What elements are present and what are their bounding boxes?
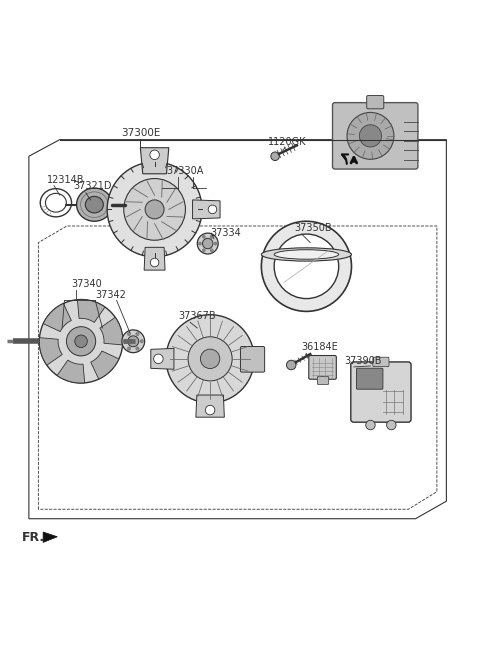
Polygon shape (57, 360, 84, 383)
FancyBboxPatch shape (367, 96, 384, 109)
Circle shape (210, 249, 213, 252)
Polygon shape (39, 338, 62, 365)
Circle shape (201, 349, 220, 369)
Circle shape (202, 236, 205, 238)
Circle shape (136, 333, 139, 336)
Text: 37321D: 37321D (73, 181, 111, 192)
Polygon shape (151, 348, 174, 369)
Circle shape (271, 152, 279, 161)
Circle shape (188, 337, 232, 381)
FancyBboxPatch shape (333, 102, 418, 169)
Circle shape (136, 347, 139, 350)
Polygon shape (144, 247, 165, 270)
Text: 37390B: 37390B (344, 356, 382, 366)
Circle shape (150, 258, 159, 267)
Text: 37300E: 37300E (120, 128, 160, 138)
Text: 36184E: 36184E (301, 342, 338, 352)
Circle shape (122, 330, 144, 353)
Ellipse shape (76, 188, 112, 221)
Circle shape (366, 420, 375, 430)
Circle shape (208, 205, 217, 214)
Polygon shape (91, 351, 119, 379)
Polygon shape (77, 300, 105, 323)
Circle shape (347, 112, 394, 159)
Circle shape (214, 242, 217, 245)
Ellipse shape (85, 196, 103, 213)
Text: 37367B: 37367B (179, 312, 216, 321)
Text: 37342: 37342 (96, 289, 126, 300)
Circle shape (203, 238, 213, 249)
Circle shape (197, 233, 218, 254)
FancyBboxPatch shape (309, 356, 336, 379)
Polygon shape (43, 532, 57, 543)
Circle shape (107, 162, 202, 257)
FancyBboxPatch shape (373, 357, 389, 367)
FancyBboxPatch shape (351, 362, 411, 422)
Circle shape (198, 242, 202, 245)
Circle shape (127, 347, 131, 350)
Polygon shape (43, 304, 72, 331)
Circle shape (128, 336, 139, 347)
Circle shape (166, 315, 254, 403)
FancyBboxPatch shape (240, 346, 264, 372)
Circle shape (210, 236, 213, 238)
Polygon shape (140, 148, 169, 174)
Circle shape (145, 200, 164, 219)
Circle shape (150, 150, 159, 159)
Text: 12314B: 12314B (47, 174, 84, 185)
Text: 1120GK: 1120GK (268, 136, 307, 147)
Circle shape (154, 354, 163, 363)
Circle shape (202, 249, 205, 252)
FancyBboxPatch shape (317, 377, 329, 384)
Circle shape (360, 125, 382, 147)
Circle shape (75, 335, 87, 348)
Circle shape (66, 327, 96, 356)
FancyBboxPatch shape (357, 368, 383, 389)
Text: FR.: FR. (22, 531, 45, 544)
Text: 37330A: 37330A (167, 166, 204, 176)
Circle shape (123, 340, 127, 343)
Circle shape (386, 420, 396, 430)
Text: 37334: 37334 (211, 228, 241, 238)
Text: 37340: 37340 (72, 279, 102, 289)
Circle shape (205, 405, 215, 415)
Ellipse shape (274, 250, 339, 259)
Polygon shape (100, 318, 123, 345)
Circle shape (261, 221, 351, 312)
Polygon shape (192, 200, 220, 219)
Circle shape (124, 178, 185, 240)
Circle shape (287, 360, 296, 370)
Polygon shape (196, 395, 224, 417)
Circle shape (127, 333, 131, 336)
Circle shape (39, 300, 123, 383)
Text: 37350B: 37350B (295, 223, 332, 233)
Circle shape (140, 340, 144, 343)
Circle shape (274, 234, 339, 298)
Ellipse shape (261, 248, 351, 261)
